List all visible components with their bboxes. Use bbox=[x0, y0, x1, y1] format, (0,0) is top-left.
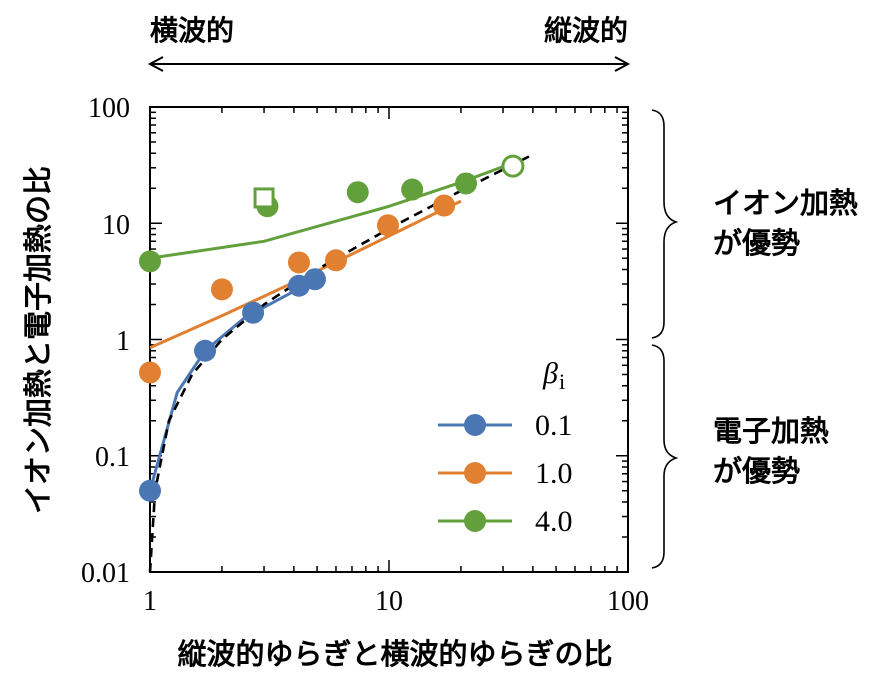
x-axis-label: 縦波的ゆらぎと横波的ゆらぎの比 bbox=[177, 637, 612, 671]
data-point-1.0 bbox=[287, 251, 310, 274]
open-square-point-4.0 bbox=[253, 187, 275, 209]
ion-heating-label-line1: イオン加熱 bbox=[713, 186, 858, 220]
legend-label-1.0: 1.0 bbox=[535, 457, 573, 490]
annotation-longitudinal: 縦波的 bbox=[544, 14, 628, 47]
legend-items: 0.1 1.0 4.0 bbox=[438, 409, 573, 538]
legend-label-0.1: 0.1 bbox=[535, 409, 573, 442]
y-tick-100: 100 bbox=[88, 93, 130, 124]
data-point-0.1 bbox=[139, 479, 161, 502]
plot-frame bbox=[149, 106, 629, 573]
data-point-1.0 bbox=[433, 194, 456, 217]
legend-marker-1.0 bbox=[464, 462, 486, 484]
fit-lines bbox=[148, 161, 514, 492]
dashed-reference-curve bbox=[148, 153, 534, 573]
y-tick-0.01: 0.01 bbox=[81, 558, 130, 589]
double-arrow bbox=[147, 56, 631, 72]
x-tick-100: 100 bbox=[607, 586, 649, 617]
y-tick-1: 1 bbox=[116, 326, 130, 357]
data-point-0.1 bbox=[242, 301, 265, 324]
open-circle-point-4.0 bbox=[501, 154, 525, 178]
axis-ticks bbox=[149, 107, 628, 573]
brace-lower bbox=[651, 344, 679, 569]
electron-heating-label-line2: が優勢 bbox=[713, 454, 800, 488]
fit-line-4.0 bbox=[149, 161, 514, 260]
data-markers bbox=[139, 154, 525, 502]
data-point-1.0 bbox=[324, 249, 347, 272]
legend-marker-0.1 bbox=[464, 414, 486, 436]
legend-label-4.0: 4.0 bbox=[535, 505, 573, 538]
y-tick-10: 10 bbox=[102, 210, 130, 241]
data-point-4.0 bbox=[139, 250, 161, 273]
data-point-4.0 bbox=[455, 172, 478, 195]
data-point-4.0 bbox=[346, 181, 369, 204]
x-tick-labels: 1 10 100 bbox=[143, 586, 649, 617]
data-point-4.0 bbox=[401, 178, 424, 201]
x-tick-1: 1 bbox=[143, 586, 157, 617]
y-tick-0.1: 0.1 bbox=[95, 442, 130, 473]
data-point-1.0 bbox=[376, 214, 399, 237]
data-point-1.0 bbox=[210, 278, 233, 301]
legend: βi 0.1 1.0 4.0 bbox=[438, 357, 573, 538]
legend-marker-4.0 bbox=[464, 510, 486, 532]
data-point-1.0 bbox=[139, 361, 161, 384]
ion-heating-label-line2: が優勢 bbox=[713, 226, 800, 260]
annotation-transverse: 横波的 bbox=[150, 14, 234, 47]
y-axis-label: イオン加熱と電子加熱の比 bbox=[21, 166, 55, 514]
data-point-0.1 bbox=[194, 339, 217, 362]
electron-heating-label-line1: 電子加熱 bbox=[713, 414, 829, 448]
data-point-0.1 bbox=[303, 268, 326, 291]
legend-title: βi bbox=[542, 357, 565, 394]
x-tick-10: 10 bbox=[375, 586, 403, 617]
brace-upper bbox=[651, 109, 679, 339]
reference-line bbox=[148, 153, 534, 573]
y-tick-labels: 0.01 0.1 1 10 100 bbox=[81, 93, 130, 589]
